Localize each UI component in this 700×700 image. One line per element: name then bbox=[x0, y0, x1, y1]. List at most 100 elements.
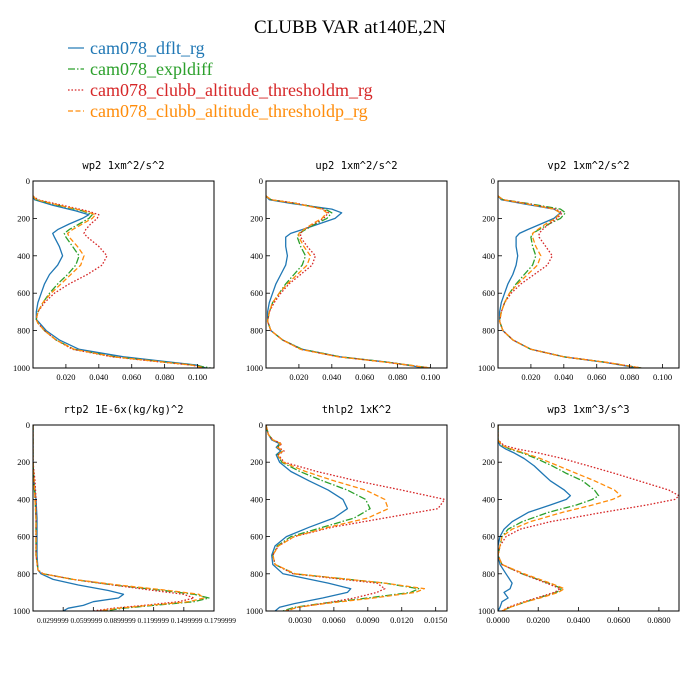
x-tick-labels-rtp2: 0.0299999 0.0599999 0.0899999 0.1199999 … bbox=[37, 618, 237, 625]
y-tick-label-vp2: 800 bbox=[482, 326, 495, 336]
y-tick-label-thlp2: 800 bbox=[250, 569, 263, 579]
y-tick-label-up2: 200 bbox=[250, 213, 263, 223]
x-tick-label-up2: 0.020 bbox=[289, 372, 308, 382]
x-tick-label-wp2: 0.080 bbox=[155, 372, 174, 382]
y-tick-label-rtp2: 600 bbox=[17, 532, 30, 542]
legend-label-thresholdm: cam078_clubb_altitude_thresholdm_rg bbox=[90, 80, 373, 100]
y-tick-label-wp2: 800 bbox=[17, 326, 30, 336]
panel-vp2: vp2 1xm^2/s^2 0 200 400 600 800 1000 0.020 0.040… bbox=[478, 160, 680, 382]
y-tick-label-wp2: 0 bbox=[26, 176, 30, 186]
figure-title: CLUBB VAR at140E,2N bbox=[254, 17, 446, 38]
y-tick-label-vp2: 0 bbox=[491, 176, 495, 186]
x-tick-label-wp2: 0.060 bbox=[122, 372, 141, 382]
x-tick-label-up2: 0.060 bbox=[355, 372, 374, 382]
y-tick-label-wp2: 600 bbox=[17, 288, 30, 298]
legend-label-expldiff: cam078_expldiff bbox=[90, 59, 213, 79]
y-tick-label-rtp2: 200 bbox=[17, 457, 30, 467]
series-group-up2 bbox=[266, 195, 431, 368]
x-tick-label-wp3: 0.0000 bbox=[486, 615, 509, 625]
x-tick-label-wp3: 0.0800 bbox=[647, 615, 670, 625]
series-line-wp2-dflt bbox=[33, 195, 207, 368]
y-tick-label-wp3: 0 bbox=[491, 420, 495, 430]
panels: wp2 1xm^2/s^2 0 200 400 600 800 1000 0.020 0.040… bbox=[13, 160, 680, 625]
panel-title-wp3: wp3 1xm^3/s^3 bbox=[547, 404, 629, 416]
series-line-wp3-thresholdp bbox=[498, 425, 622, 611]
x-tick-label-wp3: 0.0200 bbox=[527, 615, 550, 625]
x-tick-label-up2: 0.040 bbox=[322, 372, 341, 382]
y-tick-label-rtp2: 400 bbox=[17, 494, 30, 504]
y-tick-label-wp2: 400 bbox=[17, 251, 30, 261]
x-tick-label-vp2: 0.080 bbox=[620, 372, 639, 382]
series-line-thlp2-dflt bbox=[266, 425, 352, 611]
series-line-rtp2-thresholdp bbox=[33, 425, 205, 611]
y-tick-label-thlp2: 0 bbox=[259, 420, 263, 430]
x-tick-label-wp3: 0.0400 bbox=[567, 615, 590, 625]
panel-frame-wp3 bbox=[497, 424, 680, 612]
series-line-thlp2-expldiff bbox=[266, 425, 420, 611]
panel-wp2: wp2 1xm^2/s^2 0 200 400 600 800 1000 0.020 0.040… bbox=[13, 160, 215, 382]
series-group-wp2 bbox=[33, 195, 211, 368]
y-tick-label-wp3: 800 bbox=[482, 569, 495, 579]
y-tick-label-thlp2: 400 bbox=[250, 494, 263, 504]
x-tick-label-wp3: 0.0600 bbox=[607, 615, 630, 625]
x-tick-label-thlp2: 0.0030 bbox=[288, 615, 311, 625]
panel-title-vp2: vp2 1xm^2/s^2 bbox=[547, 160, 629, 172]
series-group-thlp2 bbox=[266, 425, 446, 611]
series-group-wp3 bbox=[498, 425, 679, 611]
y-tick-label-up2: 800 bbox=[250, 326, 263, 336]
y-tick-label-wp3: 200 bbox=[482, 457, 495, 467]
series-line-vp2-expldiff bbox=[498, 195, 642, 368]
panel-title-wp2: wp2 1xm^2/s^2 bbox=[82, 160, 164, 172]
x-tick-label-thlp2: 0.0120 bbox=[390, 615, 413, 625]
y-tick-label-up2: 0 bbox=[259, 176, 263, 186]
y-tick-label-thlp2: 1000 bbox=[246, 606, 263, 616]
x-tick-label-vp2: 0.100 bbox=[653, 372, 672, 382]
x-tick-label-up2: 0.080 bbox=[388, 372, 407, 382]
y-tick-label-up2: 600 bbox=[250, 288, 263, 298]
series-line-up2-thresholdm bbox=[266, 195, 431, 368]
series-line-vp2-thresholdp bbox=[498, 195, 642, 368]
x-tick-label-thlp2: 0.0150 bbox=[424, 615, 447, 625]
x-tick-label-vp2: 0.040 bbox=[554, 372, 573, 382]
x-tick-label-wp2: 0.040 bbox=[89, 372, 108, 382]
x-tick-label-vp2: 0.020 bbox=[521, 372, 540, 382]
series-line-wp2-thresholdp bbox=[33, 195, 205, 368]
y-tick-label-wp2: 200 bbox=[17, 213, 30, 223]
y-tick-label-rtp2: 1000 bbox=[13, 606, 30, 616]
panel-frame-wp2 bbox=[32, 180, 215, 369]
x-tick-label-wp2: 0.020 bbox=[56, 372, 75, 382]
series-line-wp3-expldiff bbox=[498, 425, 600, 611]
y-tick-label-up2: 400 bbox=[250, 251, 263, 261]
y-tick-label-vp2: 600 bbox=[482, 288, 495, 298]
x-tick-label-thlp2: 0.0090 bbox=[356, 615, 379, 625]
series-group-rtp2 bbox=[33, 425, 210, 611]
x-tick-label-thlp2: 0.0060 bbox=[322, 615, 345, 625]
y-tick-label-rtp2: 0 bbox=[26, 420, 30, 430]
y-tick-label-vp2: 400 bbox=[482, 251, 495, 261]
series-group-vp2 bbox=[498, 195, 642, 368]
panel-title-up2: up2 1xm^2/s^2 bbox=[315, 160, 397, 172]
panel-frame-thlp2 bbox=[265, 424, 448, 612]
y-tick-label-wp3: 600 bbox=[482, 532, 495, 542]
x-tick-label-wp2: 0.100 bbox=[188, 372, 207, 382]
panel-frame-vp2 bbox=[497, 180, 680, 369]
series-line-up2-expldiff bbox=[266, 195, 431, 368]
legend-label-thresholdp: cam078_clubb_altitude_thresholdp_rg bbox=[90, 101, 368, 121]
y-tick-label-thlp2: 600 bbox=[250, 532, 263, 542]
y-tick-label-wp3: 1000 bbox=[478, 606, 495, 616]
panel-frame-up2 bbox=[265, 180, 448, 369]
panel-title-thlp2: thlp2 1xK^2 bbox=[322, 404, 392, 416]
y-tick-label-wp3: 400 bbox=[482, 494, 495, 504]
legend: cam078_dflt_rg cam078_expldiff cam078_cl… bbox=[68, 38, 373, 121]
x-tick-label-up2: 0.100 bbox=[421, 372, 440, 382]
y-tick-label-up2: 1000 bbox=[246, 363, 263, 373]
panel-title-rtp2: rtp2 1E-6x(kg/kg)^2 bbox=[63, 404, 183, 416]
y-tick-label-thlp2: 200 bbox=[250, 457, 263, 467]
series-line-thlp2-thresholdp bbox=[266, 425, 426, 611]
series-line-wp3-dflt bbox=[498, 425, 572, 611]
legend-label-dflt: cam078_dflt_rg bbox=[90, 38, 205, 58]
y-tick-label-vp2: 1000 bbox=[478, 363, 495, 373]
